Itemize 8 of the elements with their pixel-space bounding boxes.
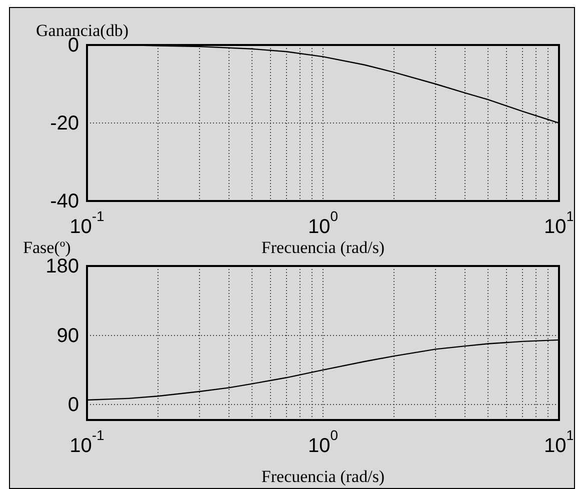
y-tick-label: 180: [46, 256, 79, 278]
y-axis-title: Fase(º): [23, 238, 71, 257]
x-axis-title: Frecuencia (rad/s): [261, 467, 385, 486]
y-tick-label: -20: [50, 112, 79, 135]
y-tick-label: -40: [50, 190, 79, 213]
y-tick-label: 90: [56, 324, 79, 347]
y-tick-label: 0: [68, 394, 79, 416]
x-axis-title: Frecuencia (rad/s): [261, 238, 385, 257]
